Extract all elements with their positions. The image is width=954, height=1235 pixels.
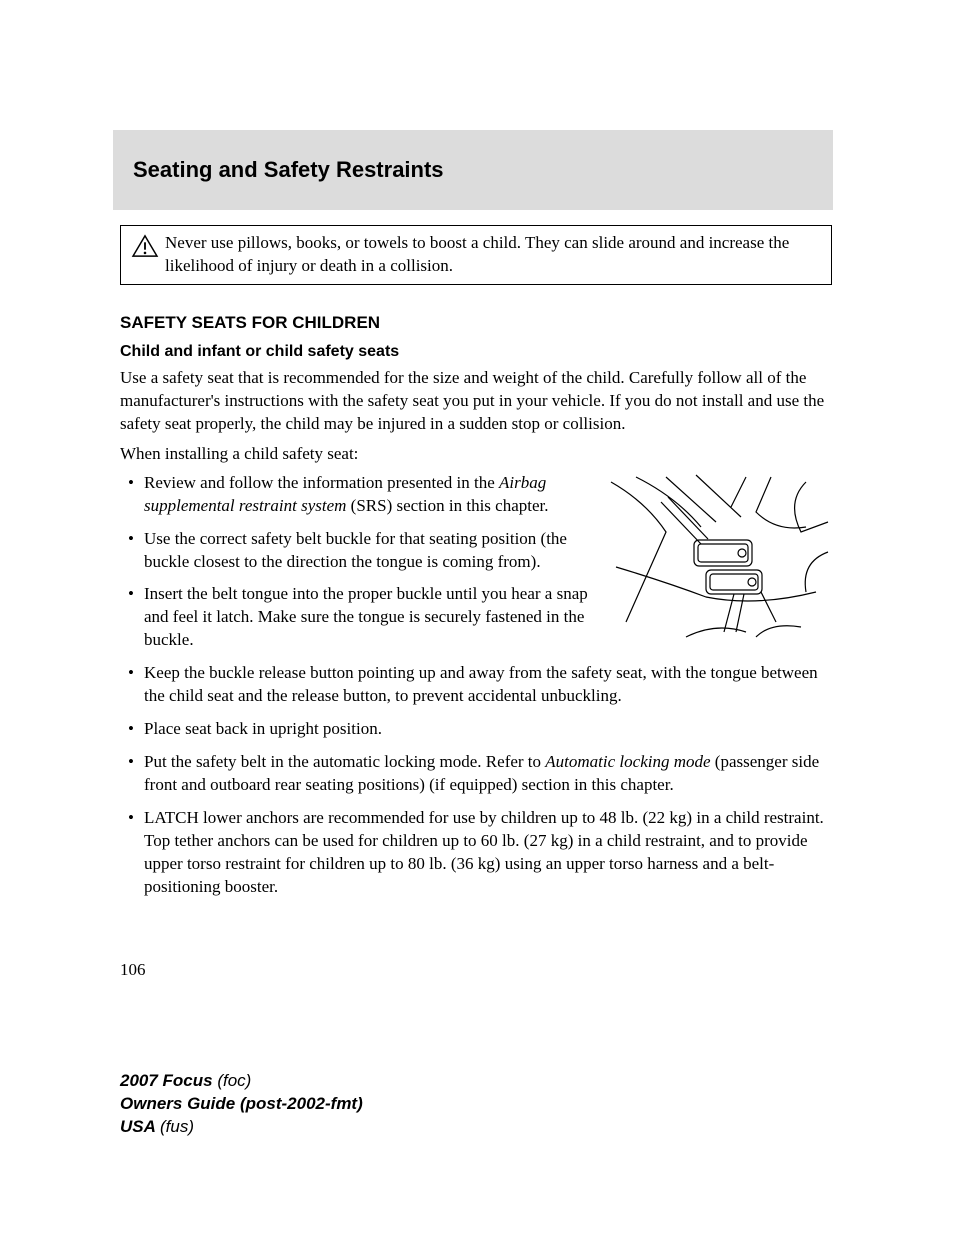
list-text-ital: Automatic locking mode [545,752,710,771]
page-root: Seating and Safety Restraints Never use … [0,0,954,1235]
list-text-pre: Use the correct safety belt buckle for t… [144,529,567,571]
footer-block: 2007 Focus (foc) Owners Guide (post-2002… [120,1070,363,1139]
footer-model: 2007 Focus [120,1071,217,1090]
list-text-pre: Keep the buckle release button pointing … [144,663,818,705]
warning-callout: Never use pillows, books, or towels to b… [120,225,832,285]
footer-region: USA [120,1117,160,1136]
heading-level1: SAFETY SEATS FOR CHILDREN [120,313,832,333]
footer-guide: Owners Guide (post-2002-fmt) [120,1094,363,1113]
section-header-bar: Seating and Safety Restraints [113,130,833,210]
list-item: Insert the belt tongue into the proper b… [120,583,832,652]
intro-paragraph: Use a safety seat that is recommended fo… [120,367,832,436]
list-item: Review and follow the information presen… [120,472,832,518]
footer-line: Owners Guide (post-2002-fmt) [120,1093,363,1116]
footer-line: 2007 Focus (foc) [120,1070,363,1093]
list-intro-line: When installing a child safety seat: [120,444,832,464]
list-item: Keep the buckle release button pointing … [120,662,832,708]
heading-level2: Child and infant or child safety seats [120,343,832,361]
warning-text: Never use pillows, books, or towels to b… [165,233,789,275]
footer-line: USA (fus) [120,1116,363,1139]
list-item: Use the correct safety belt buckle for t… [120,528,832,574]
page-content: Never use pillows, books, or towels to b… [120,225,832,909]
page-number: 106 [120,960,146,980]
list-item: Place seat back in upright position. [120,718,832,741]
section-header-title: Seating and Safety Restraints [133,157,444,183]
list-text-pre: Insert the belt tongue into the proper b… [144,584,588,649]
footer-region-code: (fus) [160,1117,194,1136]
list-item: LATCH lower anchors are recommended for … [120,807,832,899]
instruction-list: Review and follow the information presen… [120,472,832,899]
list-text-pre: LATCH lower anchors are recommended for … [144,808,824,896]
list-text-post: (SRS) section in this chapter. [346,496,548,515]
list-item: Put the safety belt in the automatic loc… [120,751,832,797]
warning-triangle-icon [131,234,159,265]
footer-code: (foc) [217,1071,251,1090]
list-text-pre: Place seat back in upright position. [144,719,382,738]
list-text-pre: Review and follow the information presen… [144,473,499,492]
list-text-pre: Put the safety belt in the automatic loc… [144,752,545,771]
